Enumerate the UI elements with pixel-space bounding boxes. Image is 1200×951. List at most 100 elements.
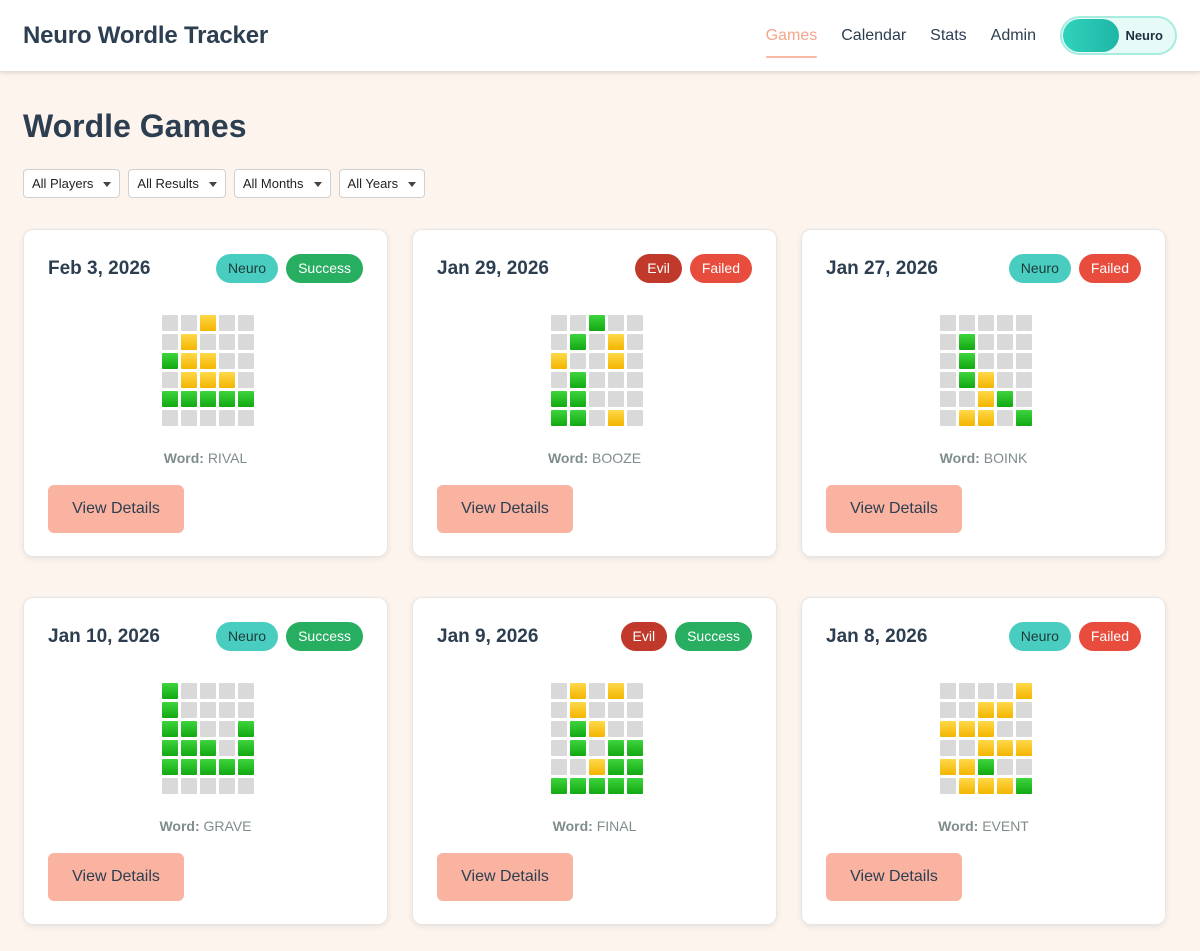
tile-absent xyxy=(219,778,235,794)
result-badge: Failed xyxy=(1078,254,1141,283)
game-date: Jan 8, 2026 xyxy=(826,626,928,647)
year-filter-select[interactable]: All Years xyxy=(338,169,426,198)
tile-absent xyxy=(551,683,567,699)
tile-correct xyxy=(570,410,586,426)
nav-link-calendar[interactable]: Calendar xyxy=(841,26,907,44)
tile-absent xyxy=(627,702,643,718)
tile-absent xyxy=(940,334,956,350)
tile-absent xyxy=(959,702,975,718)
player-filter-select[interactable]: All Players xyxy=(23,169,121,198)
tile-absent xyxy=(627,391,643,407)
tile-correct xyxy=(162,721,178,737)
tile-absent xyxy=(978,315,994,331)
tile-absent xyxy=(627,372,643,388)
tile-absent xyxy=(551,702,567,718)
month-filter-select[interactable]: All Months xyxy=(233,169,331,198)
toggle-knob xyxy=(1063,19,1119,52)
tile-present xyxy=(181,372,197,388)
view-details-button[interactable]: View Details xyxy=(48,853,184,901)
tile-absent xyxy=(940,315,956,331)
tile-absent xyxy=(997,334,1013,350)
nav-link-admin[interactable]: Admin xyxy=(990,26,1036,44)
neuro-evil-toggle[interactable]: Neuro xyxy=(1060,16,1177,55)
tile-present xyxy=(589,759,605,775)
tile-absent xyxy=(997,410,1013,426)
tile-present xyxy=(200,372,216,388)
tile-absent xyxy=(959,740,975,756)
game-card: Feb 3, 2026 Neuro Success Word: RIVAL View D… xyxy=(23,229,388,557)
tile-correct xyxy=(959,372,975,388)
word-value: BOOZE xyxy=(592,450,642,466)
tile-absent xyxy=(162,372,178,388)
view-details-button[interactable]: View Details xyxy=(826,853,962,901)
tile-correct xyxy=(978,759,994,775)
tile-absent xyxy=(181,778,197,794)
game-card: Jan 29, 2026 Evil Failed Word: BOOZE View De… xyxy=(412,229,777,557)
view-details-button[interactable]: View Details xyxy=(437,853,573,901)
tile-present xyxy=(200,353,216,369)
tile-absent xyxy=(219,410,235,426)
tile-absent xyxy=(551,315,567,331)
game-word: Word: BOINK xyxy=(802,450,1165,466)
tile-absent xyxy=(940,372,956,388)
tile-present xyxy=(181,353,197,369)
tile-absent xyxy=(997,353,1013,369)
result-badge: Failed xyxy=(689,254,752,283)
tile-correct xyxy=(551,410,567,426)
game-badges: Evil Success xyxy=(613,622,752,651)
tile-absent xyxy=(181,702,197,718)
app-title[interactable]: Neuro Wordle Tracker xyxy=(23,21,268,49)
wordle-board xyxy=(551,683,643,794)
tile-present xyxy=(608,410,624,426)
tile-absent xyxy=(627,334,643,350)
tile-correct xyxy=(162,391,178,407)
tile-absent xyxy=(1016,702,1032,718)
tile-correct xyxy=(570,721,586,737)
tile-present xyxy=(1016,683,1032,699)
wordle-board xyxy=(551,315,643,426)
tile-present xyxy=(959,759,975,775)
tile-absent xyxy=(181,683,197,699)
word-value: BOINK xyxy=(983,450,1028,466)
tile-absent xyxy=(1016,391,1032,407)
tile-absent xyxy=(589,683,605,699)
tile-present xyxy=(1016,740,1032,756)
tile-absent xyxy=(959,683,975,699)
game-badges: Neuro Failed xyxy=(1001,622,1141,651)
nav-link-games[interactable]: Games xyxy=(765,16,817,58)
tile-absent xyxy=(940,683,956,699)
game-card: Jan 8, 2026 Neuro Failed Word: EVENT View De… xyxy=(801,597,1166,925)
player-badge: Neuro xyxy=(1008,254,1071,283)
tile-absent xyxy=(608,721,624,737)
tile-absent xyxy=(608,372,624,388)
tile-absent xyxy=(589,740,605,756)
tile-absent xyxy=(589,410,605,426)
view-details-button[interactable]: View Details xyxy=(437,485,573,533)
tile-present xyxy=(940,721,956,737)
game-date: Jan 27, 2026 xyxy=(826,258,938,279)
wordle-board xyxy=(162,683,254,794)
tile-present xyxy=(978,391,994,407)
tile-absent xyxy=(238,353,254,369)
page-title: Wordle Games xyxy=(23,108,247,144)
tile-absent xyxy=(162,334,178,350)
tile-correct xyxy=(959,334,975,350)
view-details-button[interactable]: View Details xyxy=(826,485,962,533)
view-details-button[interactable]: View Details xyxy=(48,485,184,533)
word-value: GRAVE xyxy=(203,818,252,834)
tile-absent xyxy=(1016,353,1032,369)
result-badge: Success xyxy=(675,622,752,651)
tile-correct xyxy=(181,391,197,407)
tile-absent xyxy=(238,683,254,699)
tile-absent xyxy=(940,353,956,369)
tile-absent xyxy=(589,391,605,407)
tile-correct xyxy=(1016,778,1032,794)
result-filter-select[interactable]: All Results xyxy=(128,169,226,198)
nav-link-stats[interactable]: Stats xyxy=(930,26,967,44)
tile-correct xyxy=(162,759,178,775)
game-badges: Neuro Success xyxy=(208,254,363,283)
tile-absent xyxy=(238,702,254,718)
tile-absent xyxy=(219,315,235,331)
game-word: Word: EVENT xyxy=(802,818,1165,834)
filter-bar: All Players All Results All Months All Y… xyxy=(23,169,433,198)
